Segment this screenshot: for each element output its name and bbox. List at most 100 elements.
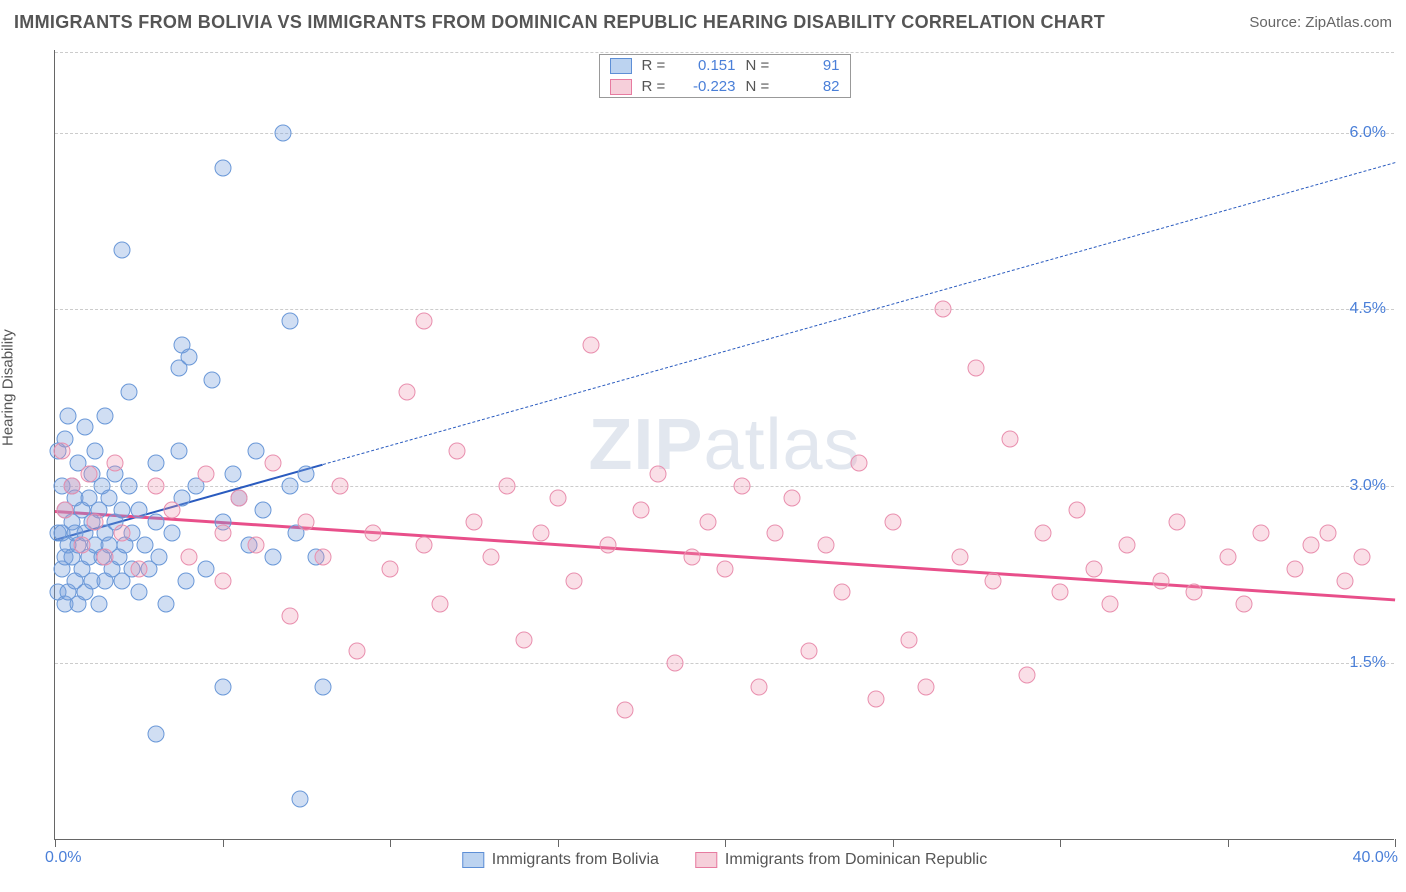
regression-line: [323, 162, 1395, 465]
data-point: [107, 454, 124, 471]
x-tick: [55, 839, 56, 847]
data-point: [432, 596, 449, 613]
data-point: [834, 584, 851, 601]
data-point: [214, 525, 231, 542]
data-point: [157, 596, 174, 613]
data-point: [214, 678, 231, 695]
legend-row-dominican: R = -0.223 N = 82: [600, 76, 850, 97]
data-point: [1303, 537, 1320, 554]
data-point: [1068, 501, 1085, 518]
data-point: [700, 513, 717, 530]
swatch-bolivia-icon: [462, 852, 484, 868]
data-point: [532, 525, 549, 542]
data-point: [150, 549, 167, 566]
data-point: [1085, 560, 1102, 577]
chart-title: IMMIGRANTS FROM BOLIVIA VS IMMIGRANTS FR…: [14, 12, 1105, 33]
x-axis-max: 40.0%: [1353, 849, 1398, 867]
x-tick: [223, 839, 224, 847]
y-axis-label: Hearing Disability: [0, 329, 17, 446]
data-point: [1320, 525, 1337, 542]
data-point: [717, 560, 734, 577]
data-point: [274, 124, 291, 141]
legend-item-dominican: Immigrants from Dominican Republic: [695, 851, 987, 869]
data-point: [177, 572, 194, 589]
chart-header: IMMIGRANTS FROM BOLIVIA VS IMMIGRANTS FR…: [14, 12, 1392, 33]
x-tick: [1060, 839, 1061, 847]
data-point: [214, 159, 231, 176]
data-point: [1353, 549, 1370, 566]
data-point: [264, 454, 281, 471]
data-point: [170, 442, 187, 459]
y-tick-label: 3.0%: [1350, 477, 1386, 495]
correlation-legend: R = 0.151 N = 91 R = -0.223 N = 82: [599, 54, 851, 98]
data-point: [599, 537, 616, 554]
data-point: [73, 537, 90, 554]
data-point: [130, 560, 147, 577]
gridline: [55, 486, 1394, 487]
data-point: [583, 336, 600, 353]
data-point: [291, 790, 308, 807]
data-point: [164, 501, 181, 518]
data-point: [1018, 666, 1035, 683]
gridline: [55, 663, 1394, 664]
data-point: [90, 596, 107, 613]
data-point: [1219, 549, 1236, 566]
data-point: [733, 478, 750, 495]
data-point: [315, 549, 332, 566]
data-point: [348, 643, 365, 660]
data-point: [901, 631, 918, 648]
data-point: [147, 478, 164, 495]
data-point: [951, 549, 968, 566]
data-point: [147, 725, 164, 742]
data-point: [1035, 525, 1052, 542]
swatch-dominican-icon: [610, 79, 632, 95]
series-legend: Immigrants from Bolivia Immigrants from …: [462, 851, 987, 869]
data-point: [130, 584, 147, 601]
y-tick-label: 1.5%: [1350, 654, 1386, 672]
data-point: [867, 690, 884, 707]
scatter-chart: ZIPatlas R = 0.151 N = 91 R = -0.223 N =…: [54, 50, 1394, 840]
x-tick: [390, 839, 391, 847]
data-point: [1186, 584, 1203, 601]
data-point: [120, 383, 137, 400]
data-point: [114, 242, 131, 259]
data-point: [114, 501, 131, 518]
data-point: [985, 572, 1002, 589]
data-point: [331, 478, 348, 495]
data-point: [465, 513, 482, 530]
data-point: [181, 549, 198, 566]
data-point: [60, 407, 77, 424]
data-point: [482, 549, 499, 566]
x-tick: [725, 839, 726, 847]
data-point: [415, 313, 432, 330]
data-point: [281, 313, 298, 330]
data-point: [97, 407, 114, 424]
data-point: [1052, 584, 1069, 601]
data-point: [516, 631, 533, 648]
data-point: [248, 442, 265, 459]
data-point: [254, 501, 271, 518]
data-point: [650, 466, 667, 483]
data-point: [114, 525, 131, 542]
data-point: [130, 501, 147, 518]
swatch-dominican-icon: [695, 852, 717, 868]
gridline: [55, 309, 1394, 310]
x-axis-min: 0.0%: [45, 849, 81, 867]
data-point: [248, 537, 265, 554]
data-point: [298, 466, 315, 483]
data-point: [800, 643, 817, 660]
data-point: [566, 572, 583, 589]
data-point: [315, 678, 332, 695]
data-point: [204, 372, 221, 389]
data-point: [415, 537, 432, 554]
data-point: [164, 525, 181, 542]
x-tick: [558, 839, 559, 847]
data-point: [77, 419, 94, 436]
swatch-bolivia-icon: [610, 58, 632, 74]
data-point: [197, 466, 214, 483]
data-point: [817, 537, 834, 554]
data-point: [934, 301, 951, 318]
data-point: [181, 348, 198, 365]
data-point: [633, 501, 650, 518]
watermark: ZIPatlas: [588, 404, 860, 486]
